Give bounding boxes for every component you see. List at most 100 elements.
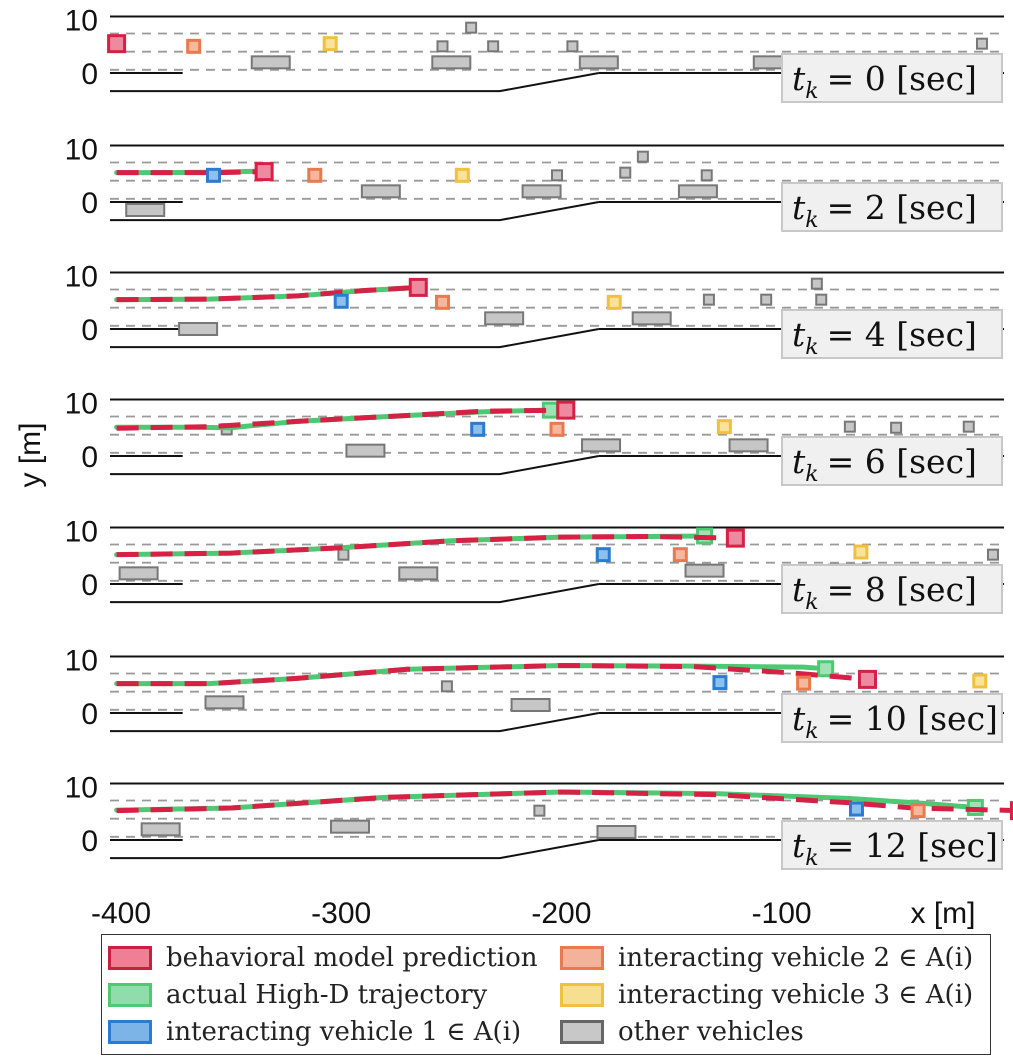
prediction-trajectory-line xyxy=(116,169,265,176)
x-tick-label: -300 xyxy=(311,897,371,930)
other-vehicle xyxy=(178,322,219,336)
legend-label: interacting vehicle 1 ∈ A(i) xyxy=(166,1017,522,1047)
time-label: tk = 6 [sec] xyxy=(792,442,977,487)
interacting-vehicle-2-marker xyxy=(910,803,926,819)
x-tick-labels: -400 -300 -200 -100 xyxy=(91,897,812,930)
other-vehicle xyxy=(810,277,823,290)
interacting-vehicle-3-marker xyxy=(972,673,988,689)
other-vehicle xyxy=(436,40,449,53)
other-vehicle xyxy=(700,169,713,182)
other-vehicle xyxy=(521,184,562,199)
ramp-edge xyxy=(110,839,600,860)
interacting-vehicle-1-marker xyxy=(712,675,728,691)
other-vehicle xyxy=(533,804,546,817)
time-label-box xyxy=(781,693,1003,743)
y-tick-label: 10 xyxy=(65,134,98,167)
other-vehicle xyxy=(487,40,500,53)
ego-vehicle-marker xyxy=(408,277,428,297)
legend-item-iv3: interacting vehicle 3 ∈ A(i) xyxy=(560,978,973,1012)
ego-vehicle-marker xyxy=(556,400,576,420)
other-vehicle xyxy=(684,563,725,578)
other-vehicle xyxy=(986,548,999,561)
time-label-box xyxy=(781,564,1003,614)
interacting-vehicle-2-marker xyxy=(672,547,688,563)
legend-swatch xyxy=(108,983,152,1007)
ramp-edge xyxy=(110,455,600,476)
legend: behavioral model prediction interacting v… xyxy=(101,934,991,1055)
legend-label: interacting vehicle 2 ∈ A(i) xyxy=(618,943,974,973)
panel-6: 10 0 tk = 12 [sec] xyxy=(65,772,1013,871)
x-axis-label: x [m] xyxy=(911,897,976,930)
other-vehicle xyxy=(431,55,472,70)
interacting-vehicle-3-marker xyxy=(853,544,869,560)
other-vehicle xyxy=(204,695,245,710)
other-vehicle xyxy=(578,55,619,70)
prediction-trajectory-line xyxy=(116,534,736,558)
y-tick-label: 10 xyxy=(65,516,98,549)
y-tick-label: 0 xyxy=(81,825,98,858)
other-vehicle xyxy=(815,293,828,306)
other-vehicle xyxy=(962,420,975,433)
ego-vehicle-marker xyxy=(857,669,877,689)
other-vehicle xyxy=(636,150,649,163)
ramp-edge xyxy=(110,201,600,222)
interacting-vehicle-3-marker xyxy=(454,167,470,183)
time-label-box xyxy=(781,436,1003,486)
other-vehicle xyxy=(551,169,563,182)
y-tick-label: 0 xyxy=(81,314,98,347)
legend-label: actual High-D trajectory xyxy=(166,980,488,1010)
other-vehicle xyxy=(728,438,769,453)
y-tick-label: 10 xyxy=(65,772,98,805)
other-vehicle xyxy=(330,819,371,834)
interacting-vehicle-2-marker xyxy=(796,675,812,691)
panel-0: 10 0 tk = 0 [sec] xyxy=(65,5,1004,104)
legend-item-iv2: interacting vehicle 2 ∈ A(i) xyxy=(560,941,973,975)
panel-1: 10 0 tk = 2 [sec] xyxy=(65,134,1004,233)
other-vehicle xyxy=(440,680,453,693)
legend-swatch xyxy=(108,946,152,970)
ego-vehicle-marker xyxy=(725,528,745,548)
other-vehicle xyxy=(581,438,622,453)
time-label: tk = 0 [sec] xyxy=(792,59,977,104)
time-label: tk = 8 [sec] xyxy=(792,570,977,615)
ego-vehicle-marker xyxy=(254,162,274,182)
legend-label: behavioral model prediction xyxy=(166,943,538,973)
ego-vehicle-marker xyxy=(107,34,127,54)
legend-swatch xyxy=(108,1020,152,1044)
interacting-vehicle-1-marker xyxy=(848,801,864,817)
other-vehicle xyxy=(465,21,478,34)
y-axis-label: y [m] xyxy=(14,423,47,488)
y-tick-label: 0 xyxy=(81,569,98,602)
other-vehicle xyxy=(510,698,551,712)
prediction-trajectory-line xyxy=(116,663,868,687)
x-tick-label: -100 xyxy=(752,897,812,930)
time-label: tk = 2 [sec] xyxy=(792,188,977,233)
y-tick-label: 10 xyxy=(65,261,98,294)
interacting-vehicle-3-marker xyxy=(606,294,622,310)
x-tick-label: -200 xyxy=(531,897,591,930)
y-tick-label: 10 xyxy=(65,388,98,421)
other-vehicle xyxy=(890,421,903,434)
x-tick-label: -400 xyxy=(91,897,151,930)
panels: 10 0 tk = 0 [sec] 10 0 tk = 2 [sec] 10 0 tk = 4 [se… xyxy=(65,5,1013,871)
panel-4: 10 0 tk = 8 [sec] xyxy=(65,516,1004,615)
time-label: tk = 4 [sec] xyxy=(792,315,977,360)
panel-2: 10 0 tk = 4 [sec] xyxy=(65,261,1004,360)
time-label-box xyxy=(781,182,1003,232)
other-vehicle xyxy=(975,37,988,50)
other-vehicle xyxy=(118,566,159,581)
legend-item-prediction: behavioral model prediction xyxy=(108,941,538,975)
other-vehicle xyxy=(596,825,637,839)
legend-item-iv1: interacting vehicle 1 ∈ A(i) xyxy=(108,1015,521,1049)
legend-swatch xyxy=(560,1020,604,1044)
panel-5: 10 0 tk = 10 [sec] xyxy=(65,645,1004,744)
ramp-edge xyxy=(110,72,600,93)
interacting-vehicle-1-marker xyxy=(333,293,349,309)
time-label-box xyxy=(781,53,1003,103)
y-tick-label: 0 xyxy=(81,58,98,91)
other-vehicle xyxy=(345,443,386,458)
ramp-edge xyxy=(110,712,600,733)
interacting-vehicle-3-marker xyxy=(716,419,732,435)
other-vehicle xyxy=(566,40,579,53)
prediction-trajectory-line xyxy=(116,789,1013,814)
